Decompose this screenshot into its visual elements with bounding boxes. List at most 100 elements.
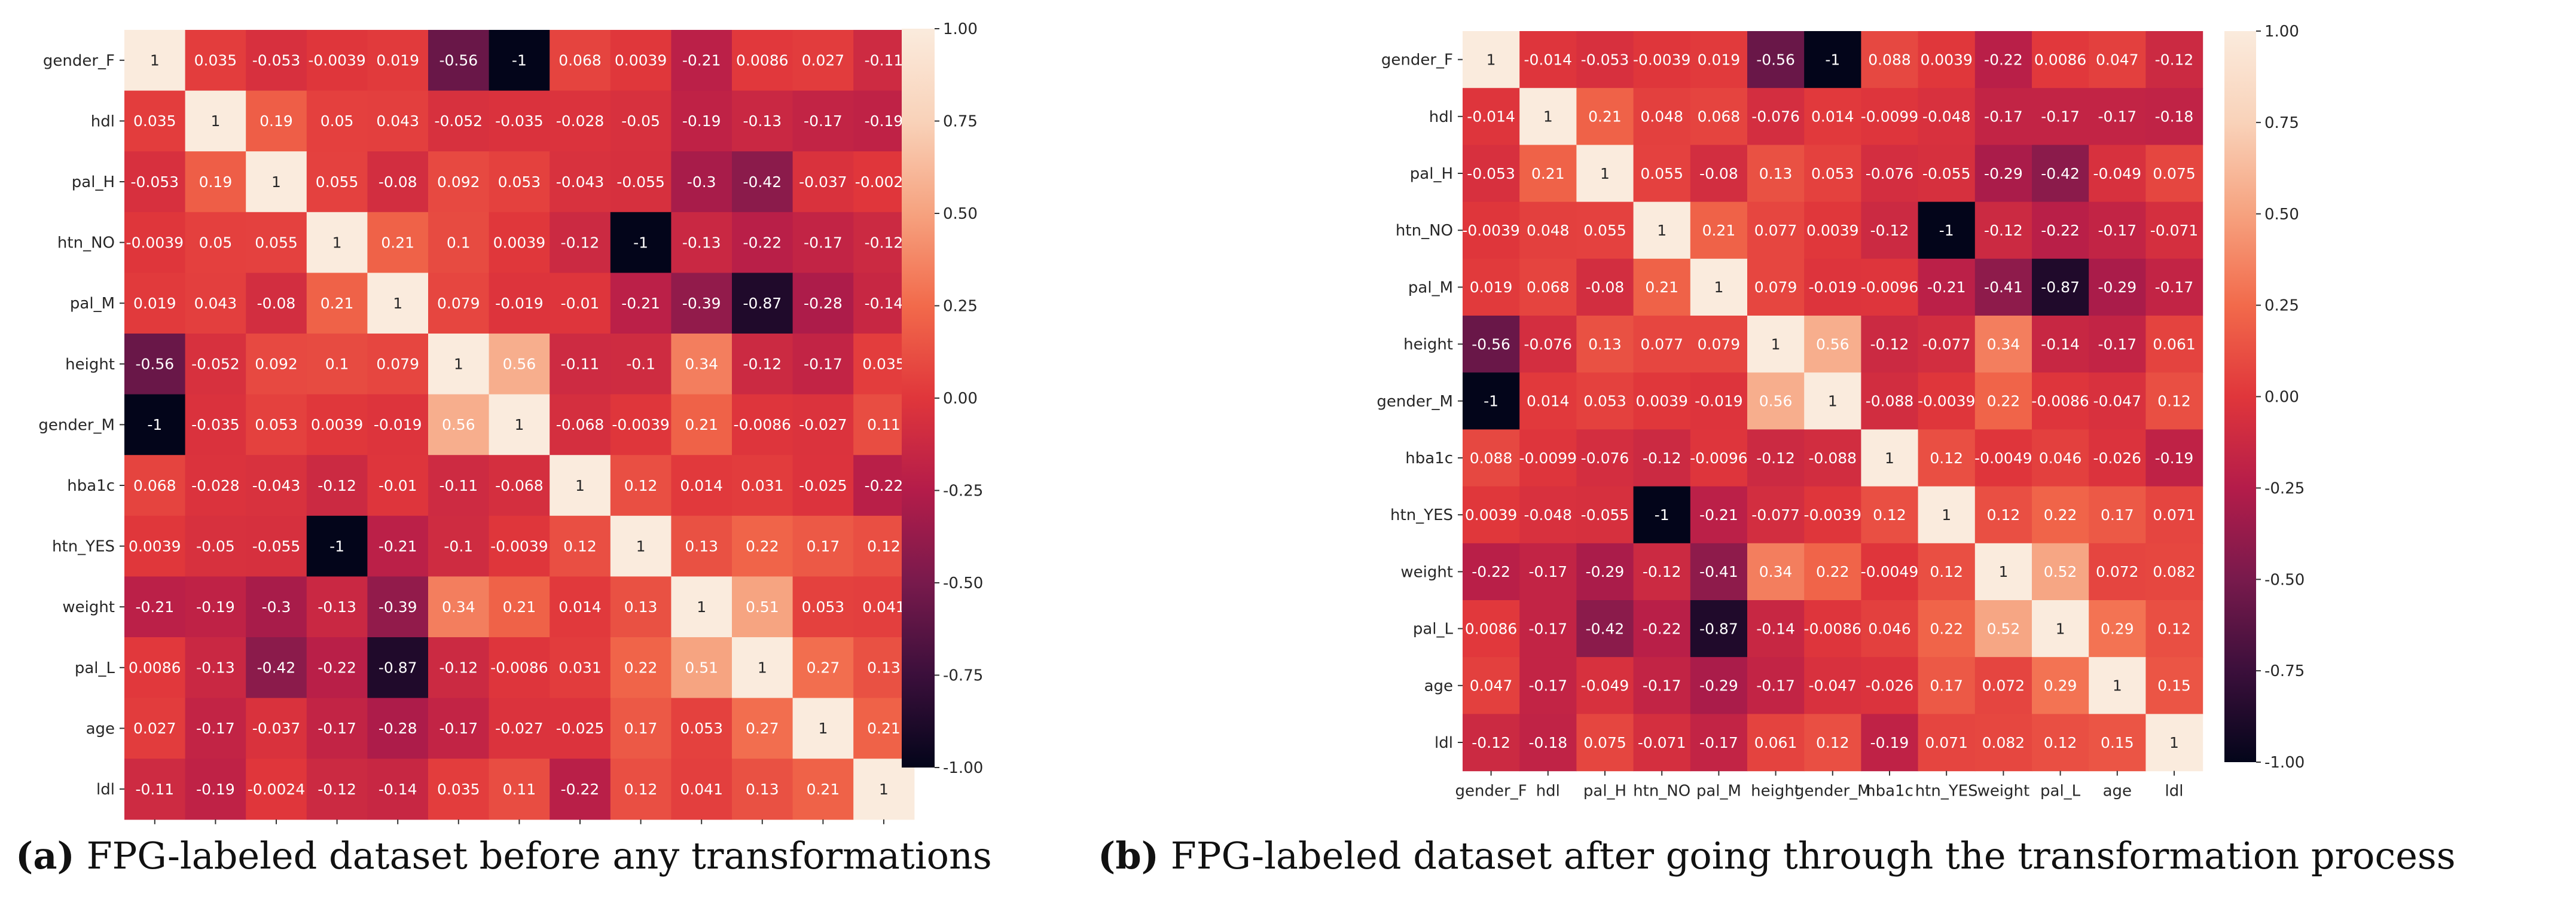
- heatmap-cell: [732, 759, 793, 820]
- cell-value-label: -0.19: [682, 112, 721, 130]
- heatmap-cell: [1747, 31, 1805, 88]
- cell-value-label: 0.52: [1987, 620, 2020, 637]
- cell-value-label: -0.037: [252, 720, 301, 737]
- cell-value-label: 0.053: [680, 720, 723, 737]
- heatmap-cell: [1747, 372, 1805, 430]
- cell-value-label: 0.092: [255, 356, 298, 373]
- cell-value-label: -0.18: [2155, 108, 2194, 126]
- cell-value-label: -0.088: [1809, 450, 1857, 467]
- cell-value-label: -0.088: [1866, 393, 1914, 410]
- cell-value-label: 0.041: [680, 781, 723, 798]
- cell-value-label: 0.29: [2101, 620, 2134, 637]
- heatmap-cell: [1519, 316, 1577, 373]
- y-tick-label: htn_YES: [52, 538, 115, 556]
- heatmap-cell: [671, 273, 732, 334]
- cell-value-label: -0.56: [439, 52, 478, 69]
- cell-value-label: -0.028: [556, 112, 605, 130]
- cell-value-label: 0.046: [2039, 450, 2082, 467]
- cell-value-label: -0.29: [1984, 165, 2023, 182]
- heatmap-cell: [671, 394, 732, 455]
- heatmap-cell: [124, 394, 186, 455]
- cell-value-label: 0.027: [133, 720, 176, 737]
- cell-value-label: 0.0086: [2034, 51, 2086, 68]
- cell-value-label: -0.025: [556, 720, 605, 737]
- heatmap-cell: [1690, 429, 1748, 487]
- colorbar-tick-label: 0.50: [2264, 206, 2299, 224]
- heatmap-cells: 1 0.035 -0.053 -0.0039 0.019 -0.56 -1 0.068 0.00…: [124, 30, 915, 820]
- cell-value-label: -0.39: [379, 598, 417, 616]
- cell-value-label: 0.072: [1982, 677, 2025, 695]
- heatmap-cell: [367, 90, 429, 152]
- heatmap-cell: [732, 698, 793, 759]
- heatmap-cell: [1519, 486, 1577, 544]
- colorbar: 1.00 0.75 0.50 0.25 0.00 -0.25 -0.50 -0.75 -1.00: [902, 20, 983, 777]
- cell-value-label: 0.075: [1583, 734, 1626, 751]
- heatmap-cell: [185, 151, 246, 213]
- heatmap-cell: [1747, 88, 1805, 145]
- heatmap-cell: [550, 273, 611, 334]
- cell-value-label: -0.17: [439, 720, 478, 737]
- cell-value-label: 0.22: [1987, 393, 2020, 410]
- cell-value-label: -0.0049: [1974, 450, 2032, 467]
- cell-value-label: 0.21: [1702, 222, 1736, 239]
- y-tick-label: htn_YES: [1390, 506, 1453, 524]
- heatmap-cell: [185, 455, 246, 516]
- heatmap-cell: [428, 151, 490, 213]
- heatmap-cell: [246, 637, 307, 699]
- cell-value-label: -0.11: [865, 52, 904, 69]
- heatmap-cell: [2145, 145, 2203, 203]
- y-tick-label: gender_M: [38, 416, 115, 434]
- cell-value-label: -0.3: [687, 173, 716, 191]
- cell-value-label: -0.21: [621, 295, 660, 312]
- cell-value-label: 0.05: [199, 234, 233, 251]
- heatmap-cell: [1463, 88, 1520, 145]
- heatmap-cell: [732, 151, 793, 213]
- heatmap-cell: [124, 334, 186, 395]
- cell-value-label: 1: [2113, 677, 2122, 695]
- cell-value-label: -0.048: [1524, 506, 1573, 524]
- heatmap-cell: [246, 698, 307, 759]
- cell-value-label: 0.19: [260, 112, 293, 130]
- heatmap-cell: [1519, 543, 1577, 601]
- cell-value-label: 0.21: [867, 720, 901, 737]
- colorbar-gradient: [902, 29, 935, 768]
- heatmap-cell: [732, 455, 793, 516]
- heatmap-cell: [1974, 543, 2032, 601]
- heatmap-cell: [124, 637, 186, 699]
- cell-value-label: -0.13: [196, 659, 235, 677]
- heatmap-cell: [2089, 372, 2146, 430]
- cell-value-label: 0.068: [1698, 108, 1741, 126]
- heatmap-cell: [2145, 657, 2203, 714]
- y-tick-label: hdl: [1429, 108, 1453, 126]
- cell-value-label: -1: [1484, 393, 1498, 410]
- heatmap-cell: [1861, 258, 1919, 316]
- heatmap-cell: [489, 30, 550, 91]
- cell-value-label: 0.027: [802, 52, 845, 69]
- cell-value-label: -1: [1939, 222, 1954, 239]
- heatmap-cell: [1633, 600, 1691, 658]
- heatmap-cell: [1918, 201, 1976, 259]
- heatmap-b-svg: 1 -0.014 -0.053 -0.0039 0.019 -0.56 -1 0.088 0.0…: [1376, 23, 2305, 800]
- heatmap-cell: [1690, 31, 1748, 88]
- cell-value-label: -0.035: [191, 416, 240, 433]
- cell-value-label: -0.028: [191, 477, 240, 494]
- cell-value-label: 0.21: [1588, 108, 1622, 126]
- heatmap-cell: [428, 515, 490, 577]
- cell-value-label: 0.12: [1930, 450, 1963, 467]
- heatmap-cell: [1463, 258, 1520, 316]
- cell-value-label: 1: [1885, 450, 1894, 467]
- heatmap-cell: [367, 698, 429, 759]
- cell-value-label: 0.071: [2153, 506, 2196, 524]
- heatmap-cell: [1747, 429, 1805, 487]
- heatmap-cell: [1576, 657, 1634, 714]
- cell-value-label: -0.076: [1524, 335, 1573, 353]
- cell-value-label: 0.56: [1816, 335, 1849, 353]
- cell-value-label: -0.29: [2098, 279, 2137, 296]
- cell-value-label: 0.072: [2096, 563, 2139, 580]
- heatmap-cell: [2032, 145, 2089, 203]
- cell-value-label: 1: [1998, 563, 2008, 580]
- heatmap-cell: [306, 273, 368, 334]
- cell-value-label: -0.17: [804, 356, 843, 373]
- heatmap-cell: [732, 30, 793, 91]
